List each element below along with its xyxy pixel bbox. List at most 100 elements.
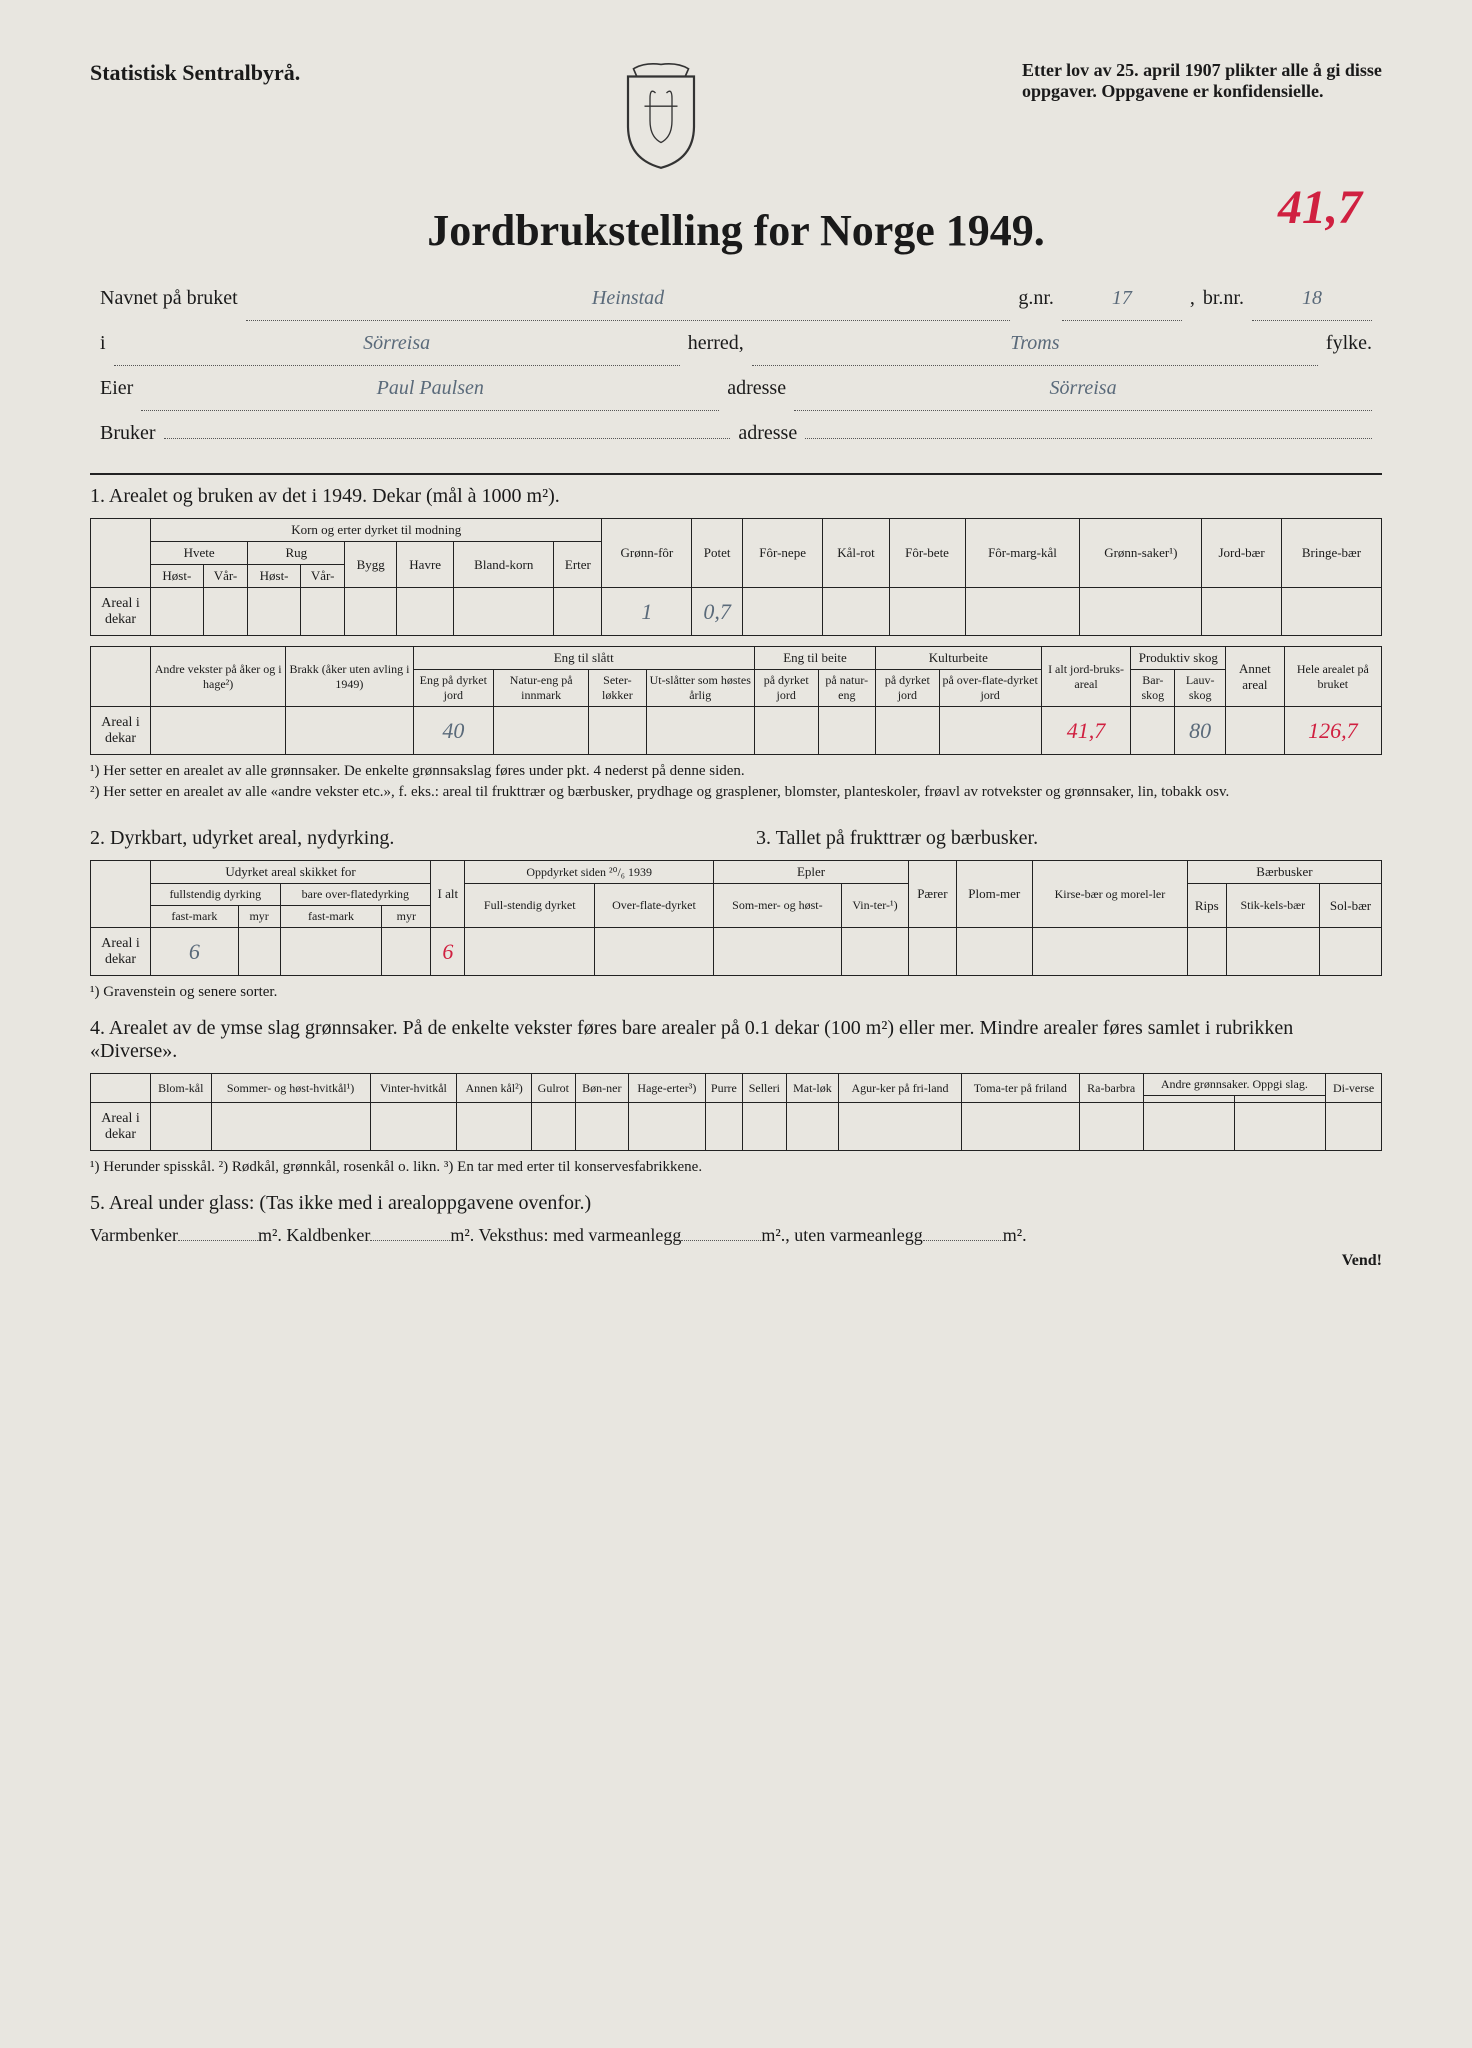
val-gronnfor: 1 [602, 588, 692, 636]
eier-label: Eier [100, 366, 133, 410]
col-brakk: Brakk (åker uten avling i 1949) [286, 647, 413, 707]
col-hele: Hele arealet på bruket [1284, 647, 1381, 707]
col-kulturover: på over-flate-dyrket jord [939, 670, 1041, 707]
col-bareover: bare over-flatedyrking [280, 884, 431, 906]
col-s4-11: Toma-ter på friland [961, 1074, 1079, 1103]
col-seter: Seter-løkker [589, 670, 646, 707]
col-myr1: myr [238, 906, 280, 928]
val-fast: 6 [151, 928, 239, 976]
col-havre: Havre [397, 542, 454, 588]
val-ialt: 41,7 [1041, 707, 1131, 755]
col-var2: Vår- [300, 565, 344, 588]
val-eng: 40 [413, 707, 494, 755]
col-rips: Rips [1187, 884, 1226, 928]
eier-value: Paul Paulsen [141, 366, 719, 411]
fylke-label: fylke. [1326, 321, 1372, 365]
korn-header: Korn og erter dyrket til modning [151, 519, 602, 542]
gnr-value: 17 [1062, 276, 1182, 321]
col-utslatter: Ut-slåtter som høstes årlig [646, 670, 754, 707]
navn-label: Navnet på bruket [100, 276, 238, 320]
col-host1: Høst- [151, 565, 204, 588]
val-s2ialt: 6 [431, 928, 465, 976]
col-kirse: Kirse-bær og morel-ler [1032, 861, 1187, 928]
red-annotation-top: 41,7 [1278, 180, 1362, 235]
herred-label: herred, [688, 321, 744, 365]
col-oppdyrket: Oppdyrket siden ²⁰/₆ 1939 [465, 861, 713, 884]
glass-line: Varmbenkerm². Kaldbenkerm². Veksthus: me… [90, 1225, 1382, 1246]
section1-title: 1. Arealet og bruken av det i 1949. Deka… [90, 485, 1382, 508]
section4-table: Blom-kål Sommer- og høst-hvitkål¹) Vinte… [90, 1073, 1382, 1151]
col-paerer: Pærer [909, 861, 956, 928]
val-hele: 126,7 [1284, 707, 1381, 755]
i-label: i [100, 321, 106, 365]
col-forbete: Fôr-bete [889, 519, 965, 588]
col-formargkal: Fôr-marg-kål [965, 519, 1080, 588]
section3-title: 3. Tallet på frukttrær og bærbusker. [756, 827, 1382, 850]
col-fulld: Full-stendig dyrket [465, 884, 595, 928]
col-s4-diverse: Di-verse [1326, 1074, 1382, 1103]
col-solbaer: Sol-bær [1319, 884, 1381, 928]
val-lauv: 80 [1175, 707, 1226, 755]
section4-title: 4. Arealet av de ymse slag grønnsaker. P… [90, 1017, 1382, 1063]
adresse-value: Sörreisa [794, 366, 1372, 411]
areal-table-2: Andre vekster på åker og i hage²) Brakk … [90, 646, 1382, 755]
col-kalrot: Kål-rot [823, 519, 889, 588]
col-rug: Rug [248, 542, 345, 565]
brnr-label: br.nr. [1203, 276, 1244, 320]
col-s4-7: Purre [705, 1074, 742, 1103]
section5-title: 5. Areal under glass: (Tas ikke med i ar… [90, 1192, 1382, 1215]
col-annet: Annet areal [1226, 647, 1285, 707]
row-label-3: Areal i dekar [91, 928, 151, 976]
col-gronnsaker: Grønn-saker¹) [1080, 519, 1202, 588]
col-bringebaer: Bringe-bær [1281, 519, 1381, 588]
col-hvete: Hvete [151, 542, 248, 565]
adresse-label: adresse [727, 366, 786, 410]
brnr-value: 18 [1252, 276, 1372, 321]
col-bygg: Bygg [345, 542, 397, 588]
col-fullstendig: fullstendig dyrking [151, 884, 281, 906]
coat-of-arms [300, 60, 1022, 175]
col-vinter: Vin-ter-¹) [841, 884, 908, 928]
col-kultur: Kulturbeite [876, 647, 1042, 670]
col-jordbaer: Jord-bær [1202, 519, 1282, 588]
col-s4-9: Mat-løk [786, 1074, 839, 1103]
col-beitenatur: på natur-eng [818, 670, 876, 707]
col-s4-2: Vinter-hvitkål [370, 1074, 457, 1103]
col-s4-8: Selleri [743, 1074, 787, 1103]
col-s4-6: Hage-erter³) [628, 1074, 705, 1103]
col-ialt: I alt jord-bruks-areal [1041, 647, 1131, 707]
val-potet: 0,7 [692, 588, 743, 636]
i-value: Sörreisa [114, 321, 680, 366]
navn-value: Heinstad [246, 276, 1011, 321]
col-fornepe: Fôr-nepe [742, 519, 822, 588]
section2-title: 2. Dyrkbart, udyrket areal, nydyrking. [90, 827, 716, 850]
col-beitedyrket: på dyrket jord [754, 670, 818, 707]
areal-table-1: Korn og erter dyrket til modning Grønn-f… [90, 518, 1382, 636]
row-label-2: Areal i dekar [91, 707, 151, 755]
col-baerbusker: Bærbusker [1187, 861, 1381, 884]
col-engslatt: Eng til slått [413, 647, 754, 670]
col-s2ialt: I alt [431, 861, 465, 928]
footnote-3: ¹) Gravenstein og senere sorter. [90, 982, 1382, 1003]
bruker-value [164, 438, 731, 439]
col-udyrket: Udyrket areal skikket for [151, 861, 431, 884]
col-s4-12: Ra-barbra [1079, 1074, 1143, 1103]
adresse2-label: adresse [738, 411, 797, 455]
col-engdyrket: Eng på dyrket jord [413, 670, 494, 707]
col-var1: Vår- [203, 565, 247, 588]
col-s4-4: Gulrot [532, 1074, 576, 1103]
col-blandkorn: Bland-korn [454, 542, 554, 588]
gnr-label: g.nr. [1018, 276, 1054, 320]
col-andre: Andre vekster på åker og i hage²) [151, 647, 286, 707]
col-s4-1: Sommer- og høst-hvitkål¹) [211, 1074, 370, 1103]
col-lauvskog: Lauv-skog [1175, 670, 1226, 707]
col-myr2: myr [382, 906, 431, 928]
col-epler: Epler [713, 861, 908, 884]
legal-notice: Etter lov av 25. april 1907 plikter alle… [1022, 60, 1382, 102]
col-erter: Erter [554, 542, 602, 588]
col-s4-andre: Andre grønnsaker. Oppgi slag. [1143, 1074, 1326, 1096]
col-gronnfor: Grønn-fôr [602, 519, 692, 588]
col-stikkels: Stik-kels-bær [1226, 884, 1319, 928]
col-natureng: Natur-eng på innmark [494, 670, 589, 707]
col-fast1: fast-mark [151, 906, 239, 928]
